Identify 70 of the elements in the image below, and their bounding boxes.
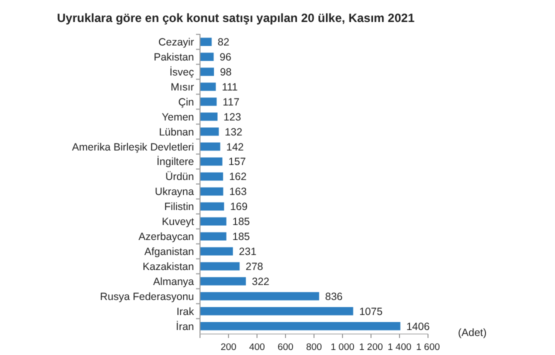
y-tick-label: Ukrayna xyxy=(154,186,194,198)
bar xyxy=(200,322,400,330)
bar xyxy=(200,98,217,106)
bar xyxy=(200,128,219,136)
y-tick-label: Azerbaycan xyxy=(138,231,194,244)
bar xyxy=(200,217,226,226)
data-label: 123 xyxy=(224,111,242,124)
y-tick-label: Kazakistan xyxy=(142,260,194,273)
data-label: 162 xyxy=(229,171,247,184)
y-tick-label: Lübnan xyxy=(158,126,194,138)
data-label: 96 xyxy=(220,51,232,64)
data-label: 231 xyxy=(238,246,257,258)
bar xyxy=(200,202,224,211)
data-label: 185 xyxy=(232,231,250,244)
y-tick-label: Rusya Federasyonu xyxy=(100,290,194,303)
y-tick-label: Irak xyxy=(176,306,195,318)
bar xyxy=(200,262,240,270)
y-tick-label: Ürdün xyxy=(165,171,194,184)
data-label: 322 xyxy=(252,276,270,288)
y-tick-label: Yemen xyxy=(162,111,194,124)
data-label: 278 xyxy=(246,260,264,273)
bar xyxy=(200,292,320,300)
bar xyxy=(200,68,214,76)
x-tick-label: 200 xyxy=(220,342,236,353)
data-label: 1075 xyxy=(359,306,383,318)
data-label: 117 xyxy=(222,96,240,108)
bar xyxy=(200,52,214,61)
bar xyxy=(200,172,224,181)
x-tick-label: 1 200 xyxy=(359,342,383,353)
x-axis-title: (Adet) xyxy=(458,327,487,339)
y-tick-label: Kuveyt xyxy=(162,216,194,228)
y-tick-label: Mısır xyxy=(170,81,195,94)
data-label: 111 xyxy=(222,81,238,94)
data-label: 185 xyxy=(232,216,250,228)
y-tick-label: İsveç xyxy=(169,65,194,78)
x-tick-label: 400 xyxy=(249,342,265,353)
bar xyxy=(200,142,220,151)
y-tick-label: Pakistan xyxy=(154,51,194,64)
y-tick-label: İran xyxy=(176,320,194,333)
bar xyxy=(200,307,354,316)
y-tick-label: Amerika Birleşik Devletleri xyxy=(72,141,194,154)
bar xyxy=(200,38,212,46)
y-tick-label: Cezayir xyxy=(158,36,194,49)
y-tick-label: İngiltere xyxy=(156,155,194,168)
bar xyxy=(200,112,218,121)
data-label: 157 xyxy=(228,156,246,168)
x-tick-label: 1 000 xyxy=(330,342,354,353)
y-tick-label: Filistin xyxy=(164,201,194,214)
y-tick-label: Çin xyxy=(178,96,194,108)
data-label: 142 xyxy=(226,141,244,154)
bar xyxy=(200,232,226,240)
data-label: 169 xyxy=(230,201,248,214)
data-label: 132 xyxy=(224,126,242,138)
x-tick-label: 800 xyxy=(306,342,322,353)
data-label: 1406 xyxy=(406,320,430,333)
x-tick-label: 1 600 xyxy=(416,342,440,353)
x-tick-label: 1 400 xyxy=(388,342,412,353)
data-label: 98 xyxy=(220,66,232,78)
bar xyxy=(200,82,216,91)
y-tick-label: Almanya xyxy=(153,276,194,288)
bar xyxy=(200,277,246,286)
bar xyxy=(200,247,233,256)
bar xyxy=(200,157,222,166)
data-label: 163 xyxy=(229,186,247,198)
chart-title: Uyruklara göre en çok konut satışı yapılan 20 ülke, Kasım 2021 xyxy=(57,11,415,25)
y-tick-label: Afganistan xyxy=(144,246,194,258)
data-label: 836 xyxy=(325,290,343,303)
bar xyxy=(200,187,224,196)
x-tick-label: 600 xyxy=(278,342,294,353)
data-label: 82 xyxy=(218,36,230,49)
